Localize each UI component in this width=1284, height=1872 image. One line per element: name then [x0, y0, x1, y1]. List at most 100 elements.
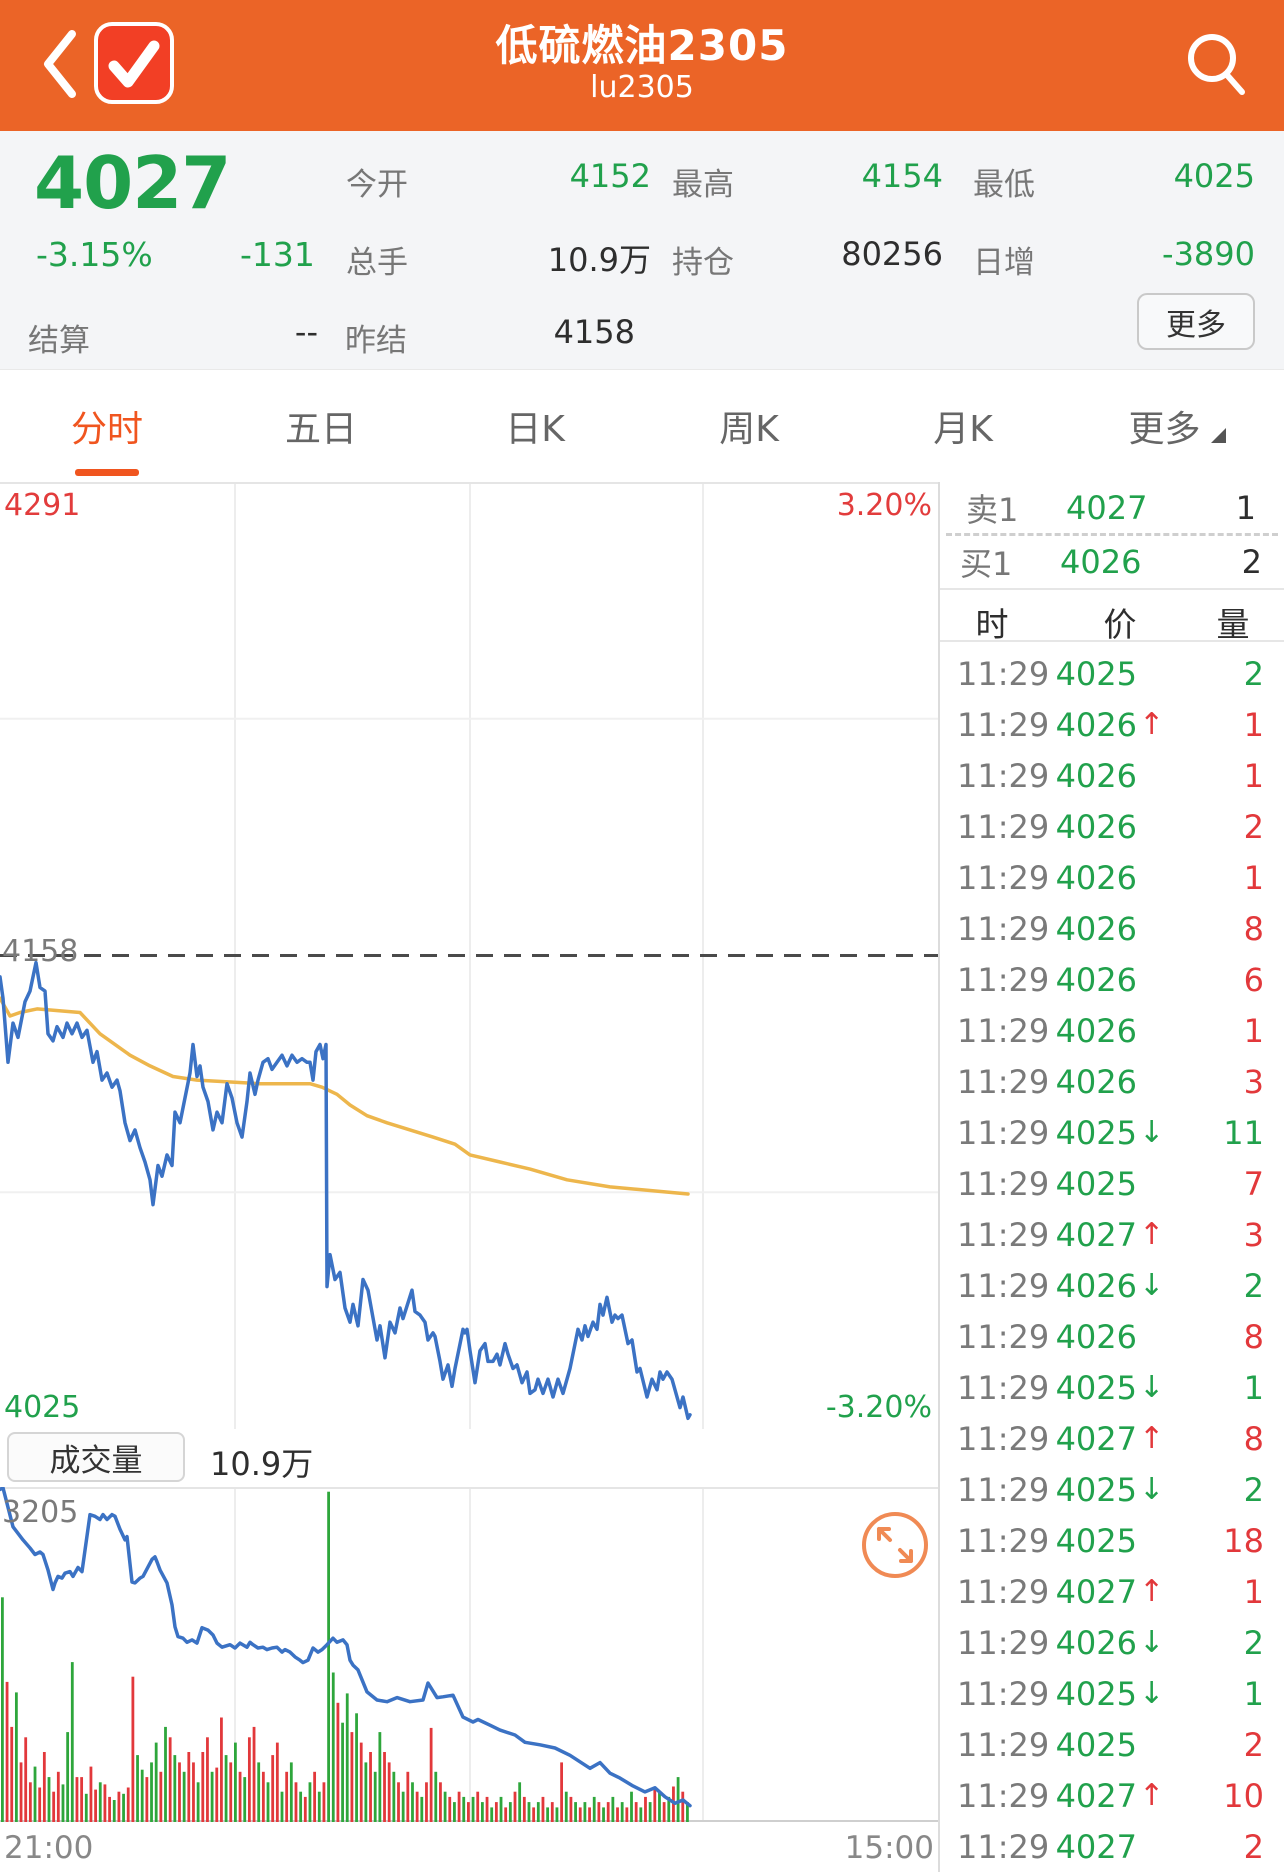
axis-low-price: 4025: [4, 1390, 81, 1425]
tick-row: 11:29 4025 18: [940, 1515, 1284, 1566]
tick-row: 11:29 4025 ↓ 1: [940, 1668, 1284, 1719]
tick-qty: 7: [1243, 1164, 1264, 1203]
tick-qty: 2: [1243, 807, 1264, 846]
tick-qty: 1: [1243, 1368, 1264, 1407]
volume-indicator-button[interactable]: 成交量: [7, 1432, 185, 1482]
col-price: 价: [1103, 605, 1137, 644]
low-label: 最低: [973, 167, 1035, 203]
ask-row[interactable]: 卖1 4027 1: [946, 482, 1278, 536]
tick-time: 11:29: [957, 1266, 1050, 1305]
tick-qty: 6: [1243, 960, 1264, 999]
settle-value: --: [294, 313, 318, 351]
tick-row: 11:29 4025 2: [940, 1719, 1284, 1770]
tick-price: 4025: [1055, 1674, 1137, 1713]
tick-price: 4025: [1055, 1470, 1137, 1509]
volume-chart[interactable]: 3205: [0, 1486, 938, 1822]
prev-settle-value: 4158: [553, 313, 635, 351]
open-label: 今开: [346, 167, 408, 203]
tick-row: 11:29 4026 1: [940, 852, 1284, 903]
tick-time: 11:29: [957, 1521, 1050, 1560]
oi-change-value: -3890: [1162, 235, 1255, 273]
tick-price: 4026: [1055, 858, 1137, 897]
high-label: 最高: [672, 167, 734, 203]
volume-value: 10.9万: [547, 241, 651, 279]
tick-price: 4027: [1055, 1776, 1137, 1815]
minute-chart[interactable]: 4291 3.20% 4158 4025 -3.20%: [0, 482, 938, 1429]
quote-panel: 4027 -3.15% -131 今开 4152 最高 4154 最低 4025…: [0, 131, 1284, 370]
tick-qty: 2: [1243, 1266, 1264, 1305]
tick-row: 11:29 4027 ↑ 1: [940, 1566, 1284, 1617]
tick-qty: 8: [1243, 1419, 1264, 1458]
active-tab-underline: [75, 469, 139, 476]
page-title: 低硫燃油2305: [495, 21, 789, 70]
tab-minute[interactable]: 分时: [0, 370, 214, 482]
tick-price: 4025: [1055, 654, 1137, 693]
tick-time: 11:29: [957, 1623, 1050, 1662]
tick-qty: 8: [1243, 909, 1264, 948]
settle-label: 结算: [28, 323, 90, 359]
tick-time: 11:29: [957, 654, 1050, 693]
ask-price: 4027: [1066, 488, 1148, 527]
caret-icon: [1210, 427, 1226, 443]
oi-change-label: 日增: [973, 245, 1035, 281]
tick-list[interactable]: 11:29 4025 2 11:29 4026 ↑ 1 11:29 4026 1…: [940, 648, 1284, 1872]
tick-direction-arrow-icon: ↓: [1139, 1676, 1165, 1711]
tick-row: 11:29 4025 ↓ 2: [940, 1464, 1284, 1515]
tick-qty: 1: [1243, 1011, 1264, 1050]
expand-icon[interactable]: [861, 1511, 929, 1579]
tick-qty: 3: [1243, 1062, 1264, 1101]
tick-qty: 1: [1243, 1674, 1264, 1713]
tick-qty: 1: [1243, 858, 1264, 897]
tab-daily-k[interactable]: 日K: [505, 409, 565, 450]
tick-qty: 2: [1243, 1623, 1264, 1662]
tick-price: 4027: [1055, 1572, 1137, 1611]
tick-time: 11:29: [957, 1827, 1050, 1866]
back-icon[interactable]: [40, 28, 80, 100]
tick-time: 11:29: [957, 756, 1050, 795]
checkbox-app-icon[interactable]: [94, 22, 174, 104]
tick-row: 11:29 4026 1: [940, 1005, 1284, 1056]
tick-direction-arrow-icon: ↑: [1139, 1217, 1165, 1252]
axis-low-pct: -3.20%: [825, 1390, 932, 1425]
tick-qty: 2: [1243, 1725, 1264, 1764]
tick-row: 11:29 4026 3: [940, 1056, 1284, 1107]
tick-price: 4026: [1055, 705, 1137, 744]
tick-time: 11:29: [957, 1215, 1050, 1254]
tab-monthly-k[interactable]: 月K: [933, 409, 993, 450]
tick-row: 11:29 4026 ↓ 2: [940, 1617, 1284, 1668]
prev-settle-label: 昨结: [345, 323, 407, 359]
tick-time: 11:29: [957, 1317, 1050, 1356]
time-axis-end: 15:00: [844, 1830, 934, 1866]
tab-weekly-k[interactable]: 周K: [719, 409, 779, 450]
tick-qty: 3: [1243, 1215, 1264, 1254]
tick-time: 11:29: [957, 1776, 1050, 1815]
tick-time: 11:29: [957, 1011, 1050, 1050]
tick-time: 11:29: [957, 1113, 1050, 1152]
bid-qty: 2: [1241, 543, 1262, 581]
tick-time: 11:29: [957, 1470, 1050, 1509]
tick-price: 4026: [1055, 1266, 1137, 1305]
tick-price: 4026: [1055, 960, 1137, 999]
bid-row[interactable]: 买1 4026 2: [940, 536, 1284, 590]
tick-price: 4027: [1055, 1215, 1137, 1254]
tab-five-day[interactable]: 五日: [284, 409, 357, 450]
app-header: 低硫燃油2305 lu2305: [0, 0, 1284, 131]
col-time: 时: [975, 605, 1009, 644]
tick-row: 11:29 4026 8: [940, 1311, 1284, 1362]
tick-time: 11:29: [957, 1062, 1050, 1101]
more-quote-button[interactable]: 更多: [1137, 293, 1255, 350]
volume-label: 总手: [346, 245, 408, 281]
tick-row: 11:29 4026 8: [940, 903, 1284, 954]
tick-direction-arrow-icon: ↓: [1139, 1472, 1165, 1507]
tab-more[interactable]: 更多: [1070, 370, 1284, 482]
col-qty: 量: [1216, 605, 1250, 644]
tick-price: 4025: [1055, 1725, 1137, 1764]
low-value: 4025: [1173, 157, 1255, 195]
tick-time: 11:29: [957, 960, 1050, 999]
bid-label: 买1: [960, 545, 1013, 583]
tick-row: 11:29 4026 ↓ 2: [940, 1260, 1284, 1311]
tick-qty: 1: [1243, 756, 1264, 795]
tick-time: 11:29: [957, 1725, 1050, 1764]
search-icon[interactable]: [1184, 26, 1250, 100]
